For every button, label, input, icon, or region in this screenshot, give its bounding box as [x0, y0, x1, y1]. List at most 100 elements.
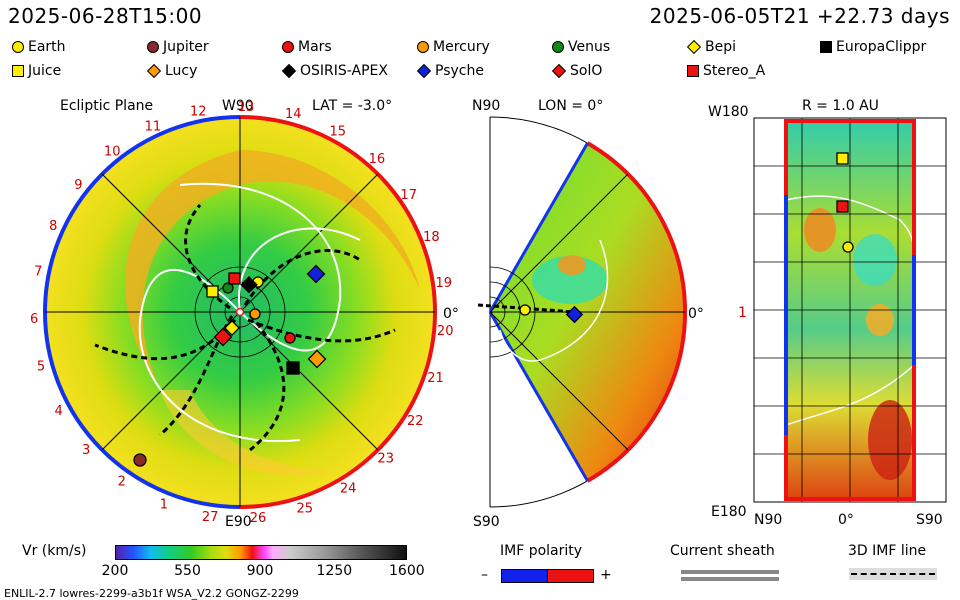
- legend-label: Stereo_A: [703, 63, 766, 79]
- colorbar-tick-label: 200: [101, 563, 129, 579]
- footer-text: ENLIL-2.7 lowres-2299-a3b1f WSA_V2.2 GON…: [4, 587, 299, 600]
- circle-icon: [12, 41, 24, 53]
- legend-label: SolO: [570, 63, 603, 79]
- carrington-tick-label: 25: [297, 502, 314, 517]
- imf-positive-swatch: [547, 569, 594, 583]
- legend-item-mercury: Mercury: [417, 39, 490, 55]
- carrington-tick-label: 14: [285, 107, 302, 122]
- current-sheath-title: Current sheath: [670, 543, 775, 559]
- map-top-left: W180: [708, 104, 749, 120]
- square-icon: [12, 65, 24, 77]
- legend-item-solo: SolO: [551, 63, 603, 79]
- heliosphere-panels: Ecliptic Plane W90 LAT = -3.0° 567891011…: [30, 98, 947, 530]
- carrington-tick-label: 12: [190, 104, 207, 119]
- map-fast-spot-1: [804, 208, 836, 252]
- stereo-a-marker: [228, 272, 241, 285]
- carrington-tick-label: 21: [427, 371, 444, 386]
- legend-item-europaclippr: EuropaClippr: [820, 39, 926, 55]
- legend-label: EuropaClippr: [836, 39, 927, 55]
- juice-marker: [206, 285, 219, 298]
- carrington-tick-label: 4: [55, 404, 63, 419]
- square-icon: [687, 65, 699, 77]
- meridional-lon-label: LON = 0°: [538, 98, 603, 114]
- carrington-tick-label: 17: [400, 188, 417, 203]
- carrington-tick-label: 13: [238, 100, 255, 115]
- diamond-icon: [281, 63, 297, 79]
- carrington-tick-label: 22: [407, 414, 424, 429]
- legend-label: Earth: [28, 39, 66, 55]
- meridional-sheath: [499, 239, 609, 362]
- legend-label: Juice: [28, 63, 62, 79]
- colorbar-tick-label: 1600: [389, 563, 425, 579]
- europa-clipper-marker: [286, 361, 300, 375]
- meridional-diag-1: [489, 173, 629, 313]
- venus-marker: [222, 282, 234, 294]
- circle-icon: [282, 41, 294, 53]
- legend-label: Lucy: [165, 63, 198, 79]
- legend-item-mars: Mars: [282, 39, 332, 55]
- legend-item-psyche: Psyche: [416, 63, 484, 79]
- diamond-icon: [416, 63, 432, 79]
- diamond-icon: [686, 39, 702, 55]
- osiris-apex-marker: [240, 276, 258, 294]
- legend-item-earth: Earth: [12, 39, 66, 55]
- imf-plus-label: +: [600, 567, 612, 583]
- mercury-marker: [249, 308, 261, 320]
- ecliptic-title: Ecliptic Plane: [60, 98, 153, 114]
- map-x-right: S90: [916, 512, 943, 528]
- ecliptic-bottom-label: E90: [225, 514, 252, 530]
- imf-minus-label: –: [481, 567, 488, 583]
- ecliptic-lat-label: LAT = -3.0°: [312, 98, 392, 114]
- carrington-tick-label: 10: [104, 144, 121, 159]
- legend-item-lucy: Lucy: [146, 63, 198, 79]
- ecliptic-right-label: 0°: [443, 306, 459, 322]
- colorbar: [115, 545, 407, 560]
- meridional-diag-2: [489, 311, 629, 451]
- solo-marker: [213, 327, 233, 347]
- diamond-icon: [551, 63, 567, 79]
- imf3d-title: 3D IMF line: [848, 543, 927, 559]
- meridional-edge-top: [488, 142, 589, 313]
- carrington-tick-label: 5: [37, 359, 45, 374]
- legend-label: Mars: [298, 39, 332, 55]
- circle-icon: [417, 41, 429, 53]
- carrington-tick-label: 11: [145, 119, 162, 134]
- meridional-psyche-marker: [565, 305, 584, 324]
- meridional-top-left: N90: [472, 98, 500, 114]
- wind-band-lower: [160, 390, 330, 476]
- map-fast-spot-3: [868, 400, 912, 480]
- square-icon: [820, 41, 832, 53]
- map-x-mid: 0°: [838, 512, 854, 528]
- carrington-tick-label: 3: [82, 443, 90, 458]
- colorbar-tick-label: 900: [246, 563, 274, 579]
- map-slow-spot: [853, 234, 897, 286]
- legend-item-juice: Juice: [12, 63, 61, 79]
- carrington-tick-label: 15: [330, 125, 347, 140]
- meridional-bottom-left: S90: [473, 514, 500, 530]
- carrington-tick-label: 7: [34, 264, 42, 279]
- ecliptic-objects: [133, 264, 327, 467]
- legend-label: Jupiter: [163, 39, 209, 55]
- legend-label: OSIRIS-APEX: [300, 63, 388, 79]
- imf-negative-swatch: [501, 569, 548, 583]
- meridional-slow-region: [532, 256, 608, 304]
- legend-item-jupiter: Jupiter: [147, 39, 209, 55]
- carrington-tick-label: 24: [340, 481, 357, 496]
- map-juice-marker: [836, 152, 849, 165]
- legend-label: Psyche: [435, 63, 484, 79]
- jupiter-marker: [133, 453, 147, 467]
- legend-item-osiris-apex: OSIRIS-APEX: [281, 63, 388, 79]
- legend-item-bepi: Bepi: [686, 39, 736, 55]
- psyche-marker: [306, 264, 326, 284]
- carrington-tick-label: 9: [74, 178, 82, 193]
- map-earth-marker: [842, 241, 854, 253]
- legend-label: Bepi: [705, 39, 736, 55]
- carrington-tick-label: 18: [423, 230, 440, 245]
- circle-icon: [552, 41, 564, 53]
- carrington-tick-label: 8: [49, 219, 57, 234]
- legend-label: Venus: [568, 39, 611, 55]
- carrington-tick-label: 19: [436, 276, 453, 291]
- diamond-icon: [146, 63, 162, 79]
- carrington-tick-label: 26: [250, 511, 267, 526]
- meridional-edge-bottom: [488, 311, 589, 482]
